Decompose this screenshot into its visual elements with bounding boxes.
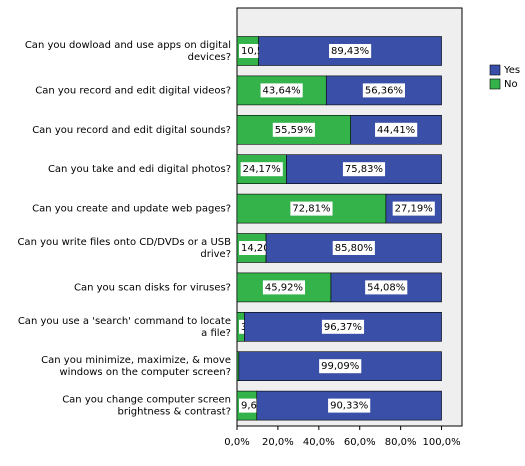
category-label: Can you use a 'search' command to locate…	[18, 316, 231, 339]
value-label: 72,81%	[292, 204, 330, 215]
legend-swatch	[489, 64, 501, 76]
value-label-box	[392, 201, 435, 216]
value-label: 44,41%	[377, 125, 415, 136]
value-label-box	[260, 83, 303, 98]
value-label: 75,83%	[345, 164, 383, 175]
value-label-box	[262, 280, 306, 295]
value-label: 14,20%	[241, 243, 279, 254]
x-tick-label: 40,0%	[303, 437, 335, 448]
x-tick-label: 60,0%	[344, 437, 376, 448]
value-label: 56,36%	[365, 85, 403, 96]
category-label: Can you write files onto CD/DVDs or a US…	[17, 237, 231, 260]
category-label: Can you create and update web pages?	[32, 204, 231, 215]
x-tick-label: 20,0%	[262, 437, 294, 448]
value-label: 54,08%	[367, 282, 405, 293]
legend-swatch	[489, 78, 501, 90]
value-label-box	[332, 241, 375, 255]
category-label: Can you change computer screen brightnes…	[62, 395, 231, 418]
value-label: 89,43%	[331, 46, 369, 57]
value-label-box	[319, 359, 362, 374]
value-label: 45,92%	[265, 282, 303, 293]
value-label: 99,09%	[321, 361, 359, 372]
value-label: 24,17%	[243, 164, 281, 175]
value-label: 43,64%	[263, 85, 301, 96]
value-label: 96,37%	[324, 322, 362, 333]
value-label: 90,33%	[330, 401, 368, 412]
value-label-box	[375, 122, 418, 137]
value-label-box	[329, 44, 372, 58]
value-label-box	[362, 83, 405, 98]
x-tick-label: 0,0%	[224, 437, 249, 448]
category-label: Can you minimize, maximize, & move windo…	[41, 355, 231, 378]
legend-label: Yes	[503, 65, 520, 76]
value-label-box	[342, 162, 386, 177]
category-label: Can you record and edit digital sounds?	[32, 125, 231, 136]
value-label-box	[321, 319, 365, 334]
category-label: Can you scan disks for viruses?	[74, 282, 231, 293]
x-tick-label: 100,0%	[422, 437, 460, 448]
value-label: 55,59%	[275, 125, 313, 136]
legend-label: No	[504, 79, 518, 90]
value-label: 85,80%	[335, 243, 373, 254]
value-label-box	[365, 280, 408, 295]
value-label-box	[328, 398, 371, 413]
category-label: Can you record and edit digital videos?	[35, 85, 231, 96]
category-label: Can you take and edi digital photos?	[48, 164, 231, 175]
value-label-box	[240, 162, 283, 177]
category-label: Can you dowload and use apps on digital …	[25, 40, 231, 63]
value-label-box	[272, 122, 315, 137]
value-label-box	[290, 201, 333, 216]
value-label: 27,19%	[395, 204, 433, 215]
x-tick-label: 80,0%	[385, 437, 417, 448]
